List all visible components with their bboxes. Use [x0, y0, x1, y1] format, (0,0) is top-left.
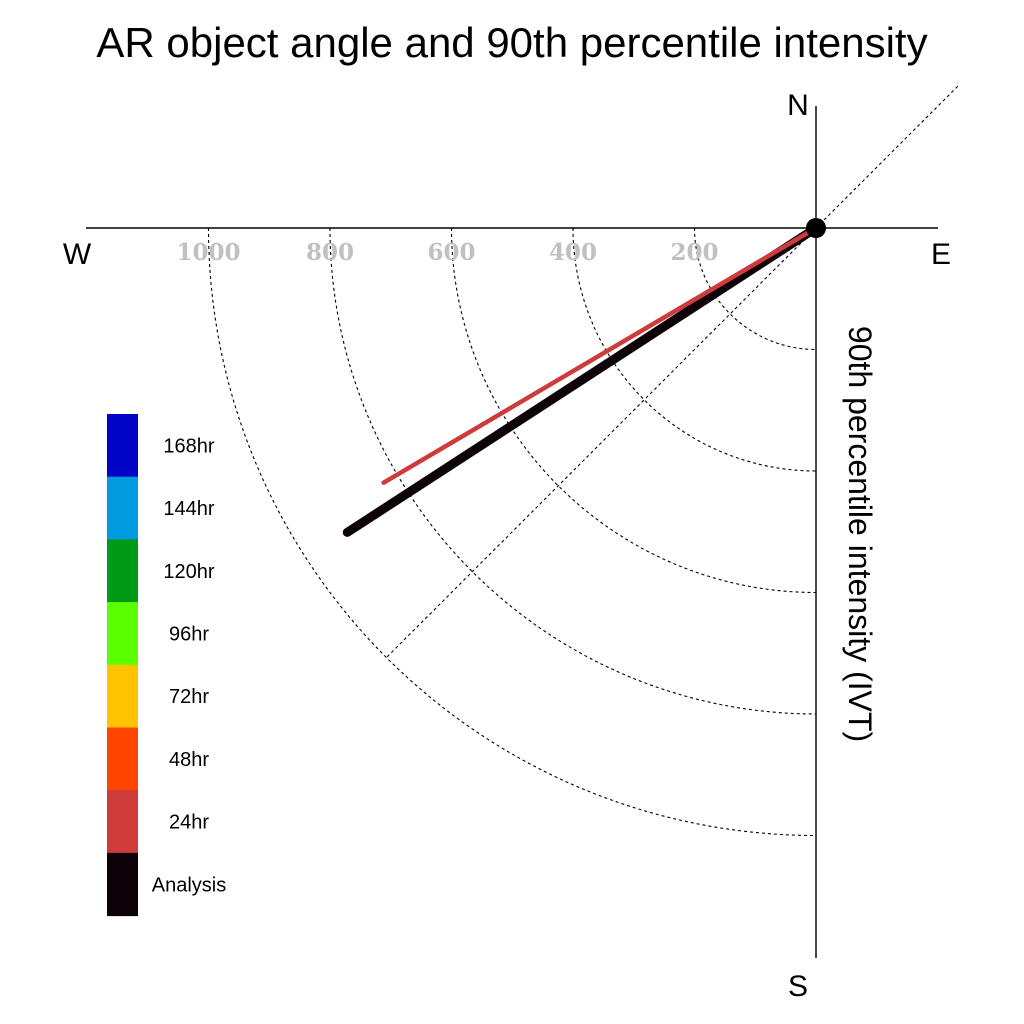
origin-marker — [806, 218, 826, 238]
chart-title: AR object angle and 90th percentile inte… — [96, 19, 927, 66]
legend-swatch — [107, 476, 138, 540]
series-layer — [342, 223, 821, 537]
legend-label: 24hr — [169, 812, 209, 834]
legend-swatch — [107, 727, 138, 791]
legend-label: Analysis — [152, 874, 226, 896]
legend-label: 96hr — [169, 623, 209, 645]
legend-label: 72hr — [169, 686, 209, 708]
legend: 168hr 144hr 120hr 96hr 72hr 48hr 24hr Analysis — [107, 414, 226, 917]
grid-arc-1000 — [207, 227, 817, 837]
legend-swatch — [107, 602, 138, 666]
y-axis-label: 90th percentile intensity (IVT) — [842, 326, 878, 742]
grid-arc-400 — [572, 227, 817, 472]
grid-arc-600 — [450, 227, 817, 594]
legend-label: 120hr — [163, 561, 214, 583]
radial-tick-label: 200 — [670, 239, 718, 266]
radial-grid — [207, 85, 959, 837]
legend-label: 48hr — [169, 749, 209, 771]
compass-east-label: E — [931, 238, 951, 271]
compass-north-label: N — [787, 89, 809, 122]
grid-arc-800 — [329, 227, 817, 715]
legend-swatch — [107, 414, 138, 478]
radial-tick-label: 400 — [549, 239, 597, 266]
legend-label: 168hr — [163, 435, 214, 457]
grid-arc-200 — [693, 227, 817, 351]
legend-swatch — [107, 539, 138, 603]
series-line-analysis — [342, 223, 821, 537]
series-line-24hr — [381, 225, 819, 485]
legend-swatch — [107, 790, 138, 854]
radial-tick-label: 1000 — [176, 239, 240, 266]
legend-swatch — [107, 664, 138, 728]
compass-west-label: W — [63, 238, 92, 271]
radial-tick-label: 600 — [427, 239, 475, 266]
compass-south-label: S — [788, 970, 808, 1003]
radial-tick-labels: 200 400 600 800 1000 — [176, 239, 718, 266]
radial-tick-label: 800 — [306, 239, 354, 266]
diagonal-reference-line — [386, 85, 959, 658]
legend-label: 144hr — [163, 498, 214, 520]
legend-swatch — [107, 852, 138, 917]
